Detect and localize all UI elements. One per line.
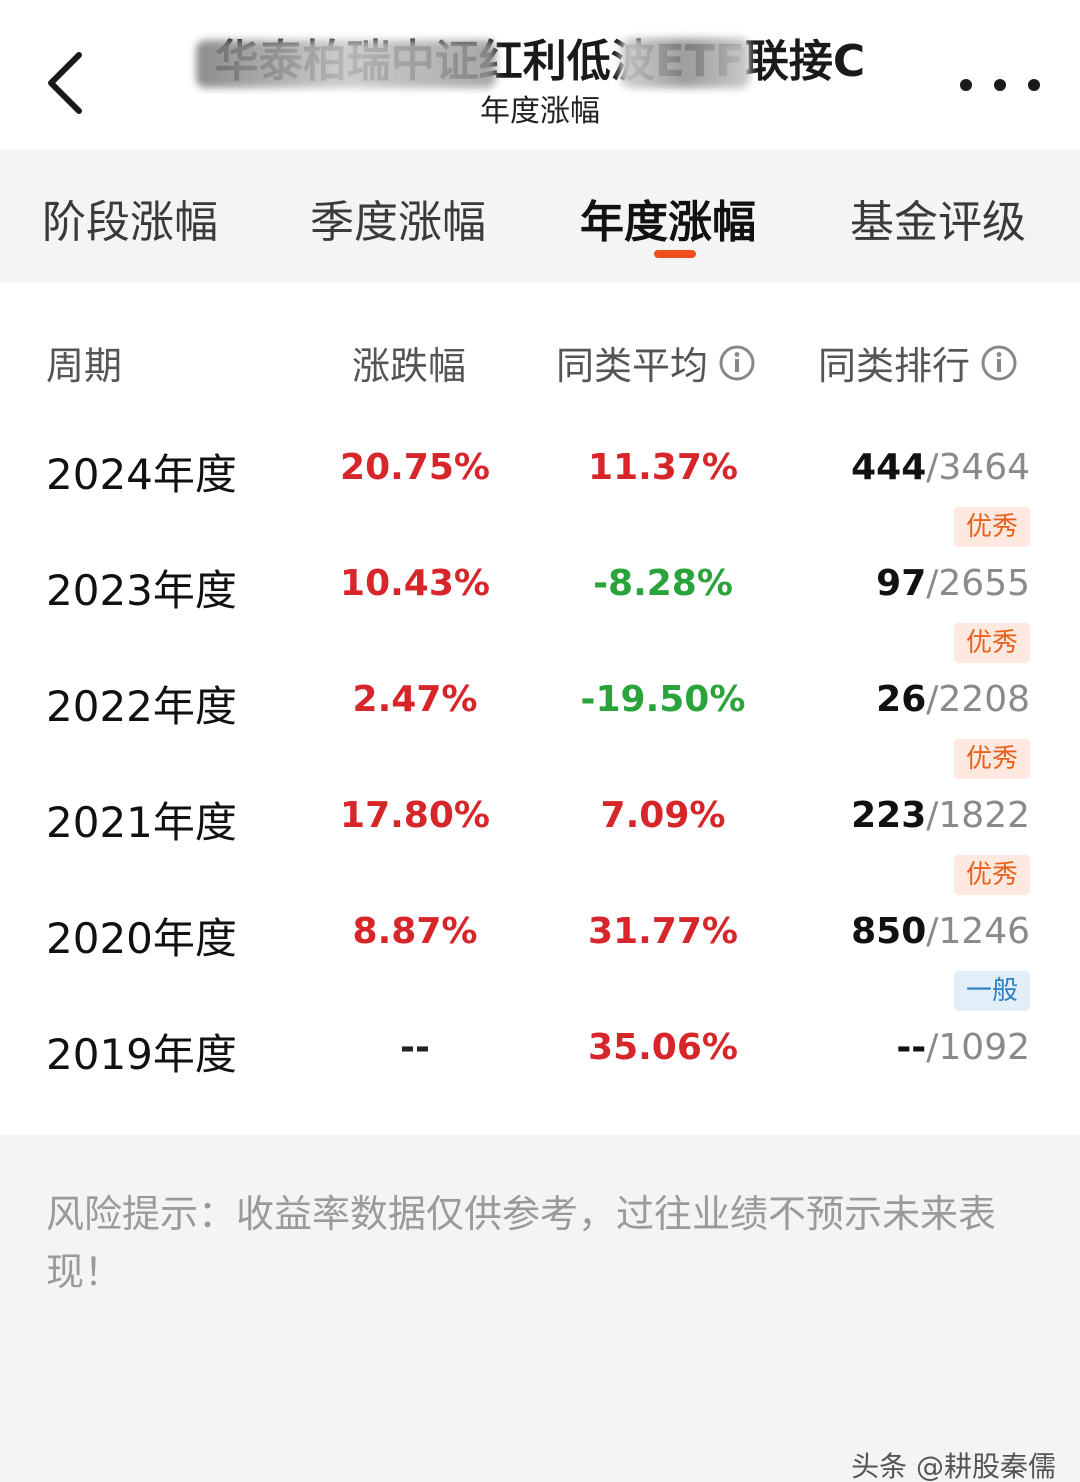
- yearly-change-table: 周期 涨跌幅 同类平均 同类排行 2024年度 20.75% 11.37%: [0, 283, 1080, 1135]
- column-header-change: 涨跌幅: [352, 335, 466, 390]
- watermark: 头条 @耕股秦儒: [851, 1450, 1056, 1482]
- rank-value: 26: [876, 679, 927, 720]
- rank-total: /1246: [926, 911, 1030, 952]
- average-cell: 35.06%: [588, 1027, 738, 1068]
- more-dots-icon: [1028, 79, 1040, 91]
- app-header: 华泰柏瑞中证红利低波ETF联接C 年度涨幅: [0, 0, 1080, 150]
- rank-value: 444: [851, 447, 927, 488]
- tab-quarterly-change[interactable]: 季度涨幅: [310, 197, 486, 248]
- rating-badge: 优秀: [953, 855, 1030, 895]
- rank-cell: 223/1822: [851, 795, 1030, 836]
- tab-stage-change[interactable]: 阶段涨幅: [42, 197, 218, 248]
- rating-badge: 优秀: [953, 507, 1030, 547]
- rank-total: /3464: [926, 447, 1030, 488]
- back-button[interactable]: [30, 48, 100, 118]
- column-header-rank: 同类排行: [818, 335, 1018, 390]
- tab-fund-rating[interactable]: 基金评级: [850, 197, 1026, 248]
- chevron-left-icon: [48, 52, 82, 114]
- table-row[interactable]: 2022年度 2.47% -19.50% 26/2208 优秀: [0, 645, 1080, 779]
- column-header-label: 同类平均: [556, 344, 709, 388]
- average-cell: -19.50%: [580, 679, 746, 720]
- change-cell: 20.75%: [340, 447, 490, 488]
- period-cell: 2019年度: [46, 1030, 237, 1079]
- table-row[interactable]: 2024年度 20.75% 11.37% 444/3464 优秀: [0, 413, 1080, 547]
- info-icon[interactable]: [718, 344, 756, 382]
- period-cell: 2024年度: [46, 450, 237, 499]
- redaction-blur: [620, 38, 750, 88]
- rank-value: 97: [876, 563, 927, 604]
- column-header-period: 周期: [46, 335, 122, 390]
- rating-badge: 一般: [953, 971, 1030, 1011]
- page-subtitle: 年度涨幅: [480, 94, 600, 129]
- more-dots-icon: [960, 79, 972, 91]
- info-icon[interactable]: [980, 344, 1018, 382]
- table-row[interactable]: 2020年度 8.87% 31.77% 850/1246 一般: [0, 877, 1080, 1011]
- change-cell: 8.87%: [352, 911, 478, 952]
- rank-cell: 444/3464: [851, 447, 1030, 488]
- rank-cell: --/1092: [896, 1027, 1030, 1068]
- average-cell: 11.37%: [588, 447, 738, 488]
- rank-cell: 97/2655: [876, 563, 1030, 604]
- table-row[interactable]: 2023年度 10.43% -8.28% 97/2655 优秀: [0, 529, 1080, 663]
- table-row[interactable]: 2021年度 17.80% 7.09% 223/1822 优秀: [0, 761, 1080, 895]
- period-cell: 2020年度: [46, 914, 237, 963]
- column-header-label: 周期: [46, 344, 123, 388]
- tab-bar: 阶段涨幅 季度涨幅 年度涨幅 基金评级: [0, 150, 1080, 283]
- rank-value: --: [896, 1027, 927, 1068]
- active-tab-indicator: [654, 250, 696, 258]
- average-cell: 31.77%: [588, 911, 738, 952]
- tab-yearly-change[interactable]: 年度涨幅: [580, 197, 756, 248]
- column-header-avg: 同类平均: [556, 335, 756, 390]
- column-header-label: 同类排行: [818, 344, 971, 388]
- change-cell: --: [400, 1027, 430, 1068]
- change-cell: 17.80%: [340, 795, 490, 836]
- period-cell: 2021年度: [46, 798, 237, 847]
- rank-value: 223: [851, 795, 927, 836]
- rank-total: /2208: [926, 679, 1030, 720]
- column-header-label: 涨跌幅: [352, 344, 467, 388]
- rank-total: /2655: [926, 563, 1030, 604]
- rating-badge: 优秀: [953, 623, 1030, 663]
- more-dots-icon: [994, 79, 1006, 91]
- redaction-blur: [196, 40, 496, 88]
- table-row[interactable]: 2019年度 -- 35.06% --/1092: [0, 993, 1080, 1109]
- rank-value: 850: [851, 911, 927, 952]
- risk-disclaimer: 风险提示：收益率数据仅供参考，过往业绩不预示未来表现！: [46, 1192, 997, 1294]
- period-cell: 2022年度: [46, 682, 237, 731]
- change-cell: 10.43%: [340, 563, 490, 604]
- rank-total: /1092: [926, 1027, 1030, 1068]
- rank-cell: 26/2208: [876, 679, 1030, 720]
- title-block: 华泰柏瑞中证红利低波ETF联接C 年度涨幅: [180, 30, 900, 130]
- average-cell: 7.09%: [600, 795, 726, 836]
- rating-badge: 优秀: [953, 739, 1030, 779]
- average-cell: -8.28%: [593, 563, 733, 604]
- period-cell: 2023年度: [46, 566, 237, 615]
- more-button[interactable]: [960, 60, 1040, 110]
- rank-total: /1822: [926, 795, 1030, 836]
- page-title: 华泰柏瑞中证红利低波ETF联接C: [180, 30, 900, 94]
- change-cell: 2.47%: [352, 679, 478, 720]
- rank-cell: 850/1246: [851, 911, 1030, 952]
